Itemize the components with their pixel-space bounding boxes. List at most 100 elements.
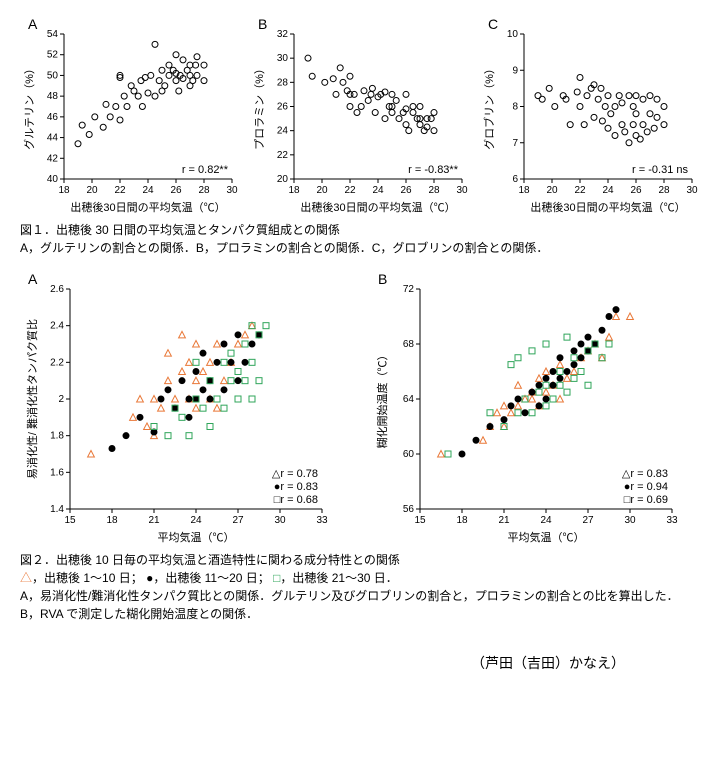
svg-text:22: 22	[277, 150, 289, 161]
svg-text:2.6: 2.6	[50, 284, 64, 295]
svg-text:18: 18	[456, 515, 468, 526]
svg-text:28: 28	[428, 185, 440, 196]
svg-text:46: 46	[47, 112, 59, 123]
panel-label-C: C	[488, 16, 498, 32]
svg-text:18: 18	[518, 185, 530, 196]
svg-text:24: 24	[190, 515, 202, 526]
fig1-chart-C: 18202224262830678910出穂後30日間の平均気温（℃）グロブリン…	[480, 20, 700, 215]
fig2-caption-title: 図２．出穂後 10 日毎の平均気温と酒造特性に関わる成分特性との関係	[20, 553, 400, 567]
svg-text:52: 52	[47, 50, 59, 61]
svg-text:30: 30	[686, 185, 698, 196]
svg-text:33: 33	[666, 515, 678, 526]
svg-text:1.6: 1.6	[50, 467, 64, 478]
svg-text:40: 40	[47, 174, 59, 185]
figure2-row: A 151821242730331.41.61.822.22.42.6平均気温（…	[20, 275, 685, 545]
svg-text:22: 22	[114, 185, 126, 196]
panel-label-A: A	[28, 16, 37, 32]
svg-text:2: 2	[58, 394, 64, 405]
svg-text:68: 68	[403, 339, 415, 350]
svg-text:24: 24	[277, 126, 289, 137]
svg-text:56: 56	[403, 504, 415, 515]
svg-text:33: 33	[316, 515, 328, 526]
fig1-chart-B: 1820222426283020222426283032出穂後30日間の平均気温…	[250, 20, 470, 215]
svg-text:27: 27	[232, 515, 244, 526]
fig2-panel-B: B 151821242730335660646872平均気温（℃）糊化開始温度（…	[370, 275, 680, 545]
author-name: （芦田（吉田）かなえ）	[20, 653, 685, 673]
legend-tri-icon: △	[20, 571, 32, 585]
fig2-cap-1: ，出穂後 1～10 日；	[32, 571, 143, 585]
svg-text:r = 0.82**: r = 0.82**	[182, 164, 229, 176]
fig1-caption-title: 図１．出穂後 30 日間の平均気温とタンパク質組成との関係	[20, 223, 340, 237]
svg-text:24: 24	[602, 185, 614, 196]
svg-text:平均気温（℃）: 平均気温（℃）	[508, 530, 585, 544]
fig2-cap-2: ，出穂後 11～20 日；	[153, 571, 269, 585]
fig2-chart-B: 15 18 21 24 27 30 33 56 60 64 68 72 平均気温（℃） 糊化開始温度（℃）…	[370, 275, 680, 545]
svg-text:9: 9	[512, 65, 518, 76]
svg-text:30: 30	[456, 185, 468, 196]
svg-text:18: 18	[288, 185, 300, 196]
svg-text:50: 50	[47, 70, 59, 81]
svg-text:21: 21	[498, 515, 510, 526]
fig2-panel-A: A 151821242730331.41.61.822.22.42.6平均気温（…	[20, 275, 330, 545]
svg-text:20: 20	[86, 185, 98, 196]
svg-text:15: 15	[414, 515, 426, 526]
fig2-caption: 図２．出穂後 10 日毎の平均気温と酒造特性に関わる成分特性との関係 △，出穂後…	[20, 551, 685, 623]
svg-text:28: 28	[658, 185, 670, 196]
svg-text:出穂後30日間の平均気温（℃）: 出穂後30日間の平均気温（℃）	[300, 200, 455, 214]
svg-text:26: 26	[277, 102, 289, 113]
svg-text:26: 26	[400, 185, 412, 196]
svg-text:18: 18	[106, 515, 118, 526]
fig1-panel-A: A 182022242628304042444648505254出穂後30日間の…	[20, 20, 240, 215]
svg-text:プロラミン（%）: プロラミン（%）	[253, 63, 266, 150]
svg-text:20: 20	[316, 185, 328, 196]
svg-text:28: 28	[198, 185, 210, 196]
svg-text:44: 44	[47, 133, 59, 144]
svg-text:30: 30	[624, 515, 636, 526]
svg-text:72: 72	[403, 284, 415, 295]
panel-label-2B: B	[378, 271, 387, 287]
svg-text:△r = 0.78: △r = 0.78	[272, 468, 318, 480]
svg-text:r = -0.83**: r = -0.83**	[408, 164, 459, 176]
fig1-panel-B: B 1820222426283020222426283032出穂後30日間の平均…	[250, 20, 470, 215]
svg-text:2.2: 2.2	[50, 357, 64, 368]
svg-text:42: 42	[47, 153, 59, 164]
svg-text:64: 64	[403, 394, 415, 405]
svg-text:30: 30	[277, 53, 289, 64]
svg-text:48: 48	[47, 91, 59, 102]
svg-text:r = -0.31 ns: r = -0.31 ns	[632, 164, 688, 176]
fig2-cap-3: ，出穂後 21～30 日．	[280, 571, 397, 585]
svg-text:●r = 0.94: ●r = 0.94	[624, 481, 668, 493]
svg-text:54: 54	[47, 29, 59, 40]
svg-text:28: 28	[277, 77, 289, 88]
svg-text:10: 10	[507, 29, 519, 40]
svg-text:32: 32	[277, 29, 289, 40]
svg-text:平均気温（℃）: 平均気温（℃）	[158, 530, 235, 544]
svg-text:1.8: 1.8	[50, 431, 64, 442]
svg-text:グロブリン（%）: グロブリン（%）	[482, 63, 496, 150]
fig1-panel-C: C 18202224262830678910出穂後30日間の平均気温（℃）グロブ…	[480, 20, 700, 215]
svg-text:21: 21	[148, 515, 160, 526]
fig1-caption: 図１．出穂後 30 日間の平均気温とタンパク質組成との関係 A，グルテリンの割合…	[20, 221, 685, 257]
svg-text:グルテリン（%）: グルテリン（%）	[22, 63, 36, 150]
svg-text:易消化性/ 難消化性タンパク質比: 易消化性/ 難消化性タンパク質比	[25, 319, 39, 479]
svg-text:糊化開始温度（℃）: 糊化開始温度（℃）	[375, 350, 389, 449]
panel-label-2A: A	[28, 271, 37, 287]
fig1-chart-A: 182022242628304042444648505254出穂後30日間の平均…	[20, 20, 240, 215]
svg-text:□r = 0.69: □r = 0.69	[624, 494, 668, 506]
figure1-row: A 182022242628304042444648505254出穂後30日間の…	[20, 20, 685, 215]
svg-text:24: 24	[372, 185, 384, 196]
svg-text:15: 15	[64, 515, 76, 526]
svg-text:60: 60	[403, 449, 415, 460]
panel-label-B: B	[258, 16, 267, 32]
svg-text:出穂後30日間の平均気温（℃）: 出穂後30日間の平均気温（℃）	[530, 200, 685, 214]
svg-text:22: 22	[574, 185, 586, 196]
svg-text:8: 8	[512, 102, 518, 113]
svg-text:24: 24	[540, 515, 552, 526]
svg-text:22: 22	[344, 185, 356, 196]
fig2-chart-A: 151821242730331.41.61.822.22.42.6平均気温（℃）…	[20, 275, 330, 545]
svg-text:7: 7	[512, 138, 518, 149]
fig1-caption-body: A，グルテリンの割合との関係．B，プロラミンの割合との関係．C，グロブリンの割合…	[20, 241, 548, 255]
svg-text:27: 27	[582, 515, 594, 526]
svg-text:出穂後30日間の平均気温（℃）: 出穂後30日間の平均気温（℃）	[70, 200, 225, 214]
svg-text:△r = 0.83: △r = 0.83	[622, 468, 668, 480]
